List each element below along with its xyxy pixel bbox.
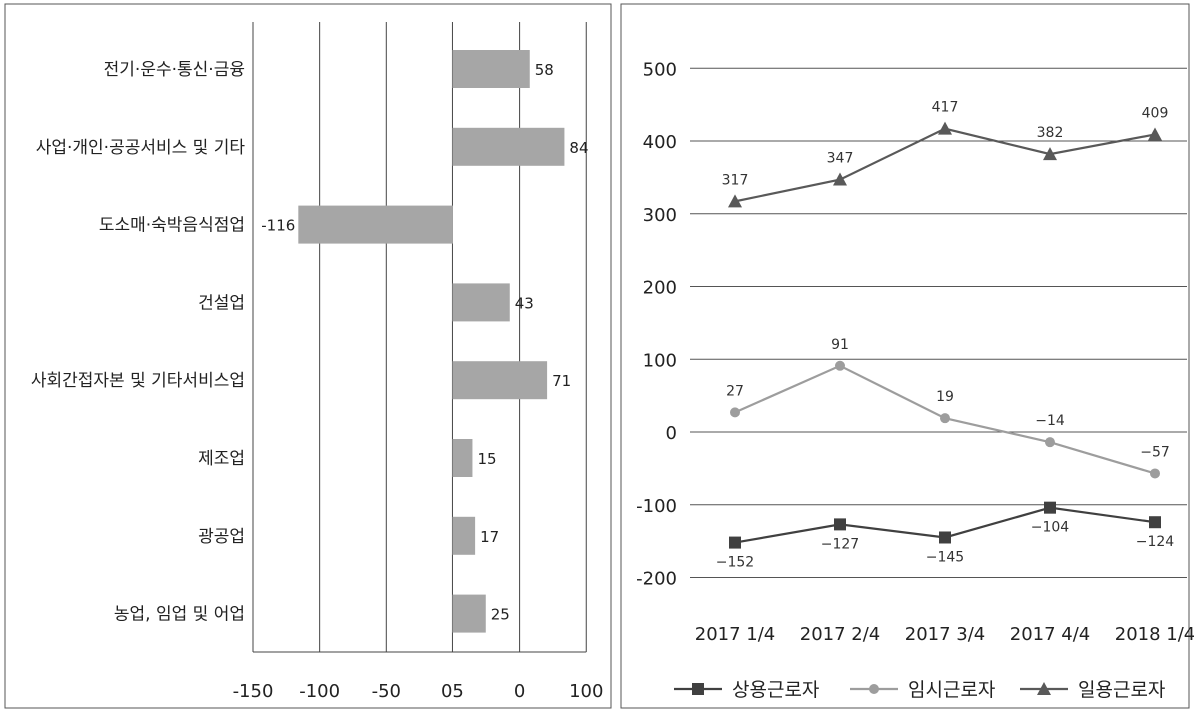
bar-value-label: -116 [261, 217, 295, 235]
data-point [833, 172, 847, 186]
left-panel-frame [4, 3, 612, 709]
bar-x-tick-label: -150 [233, 681, 274, 702]
line-x-tick-label: 2017 3/4 [905, 624, 986, 645]
line-chart-series [728, 121, 1162, 549]
bar [452, 594, 486, 633]
bar [452, 439, 473, 477]
bar [452, 127, 565, 166]
data-point-label: 347 [827, 151, 854, 167]
bar-chart-gridlines [252, 22, 587, 653]
line-x-tick-label: 2018 1/4 [1115, 624, 1194, 645]
data-point-label: −14 [1035, 413, 1065, 429]
bar-category-label: 사업·개인·공공서비스 및 기타 [36, 138, 246, 158]
bar-category-label: 전기·운수·통신·금융 [104, 60, 245, 80]
data-point-label: −57 [1140, 444, 1170, 460]
line-y-tick-label: 400 [643, 132, 677, 153]
legend-label: 일용근로자 [1078, 679, 1165, 701]
line-y-tick-label: 0 [666, 423, 677, 444]
legend-label: 상용근로자 [732, 679, 819, 701]
data-point [1043, 147, 1057, 161]
bar [452, 50, 530, 88]
data-point [940, 413, 950, 424]
bar-value-label: 43 [515, 294, 534, 312]
line-x-tick-label: 2017 4/4 [1010, 624, 1091, 645]
line-y-tick-label: 200 [643, 278, 677, 299]
bar [452, 516, 476, 555]
bar-x-tick-label: 05 [441, 681, 464, 702]
bar [298, 205, 453, 244]
data-point-label: 91 [831, 337, 849, 353]
data-point-label: −127 [821, 536, 859, 552]
bar-x-tick-label: 0 [514, 681, 525, 702]
data-point [1149, 516, 1161, 529]
line-y-tick-label: -200 [636, 569, 677, 590]
line-chart-legend: 상용근로자 임시근로자 일용근로자 [674, 679, 1165, 701]
data-point-label: 19 [936, 389, 954, 405]
data-point-label: 27 [726, 383, 744, 399]
bar-value-label: 58 [535, 61, 554, 79]
line-chart-gridlines [690, 67, 1187, 578]
data-point-label: 409 [1142, 105, 1169, 121]
line-y-tick-label: -100 [636, 496, 677, 517]
legend-marker [692, 683, 704, 695]
line-y-tick-label: 300 [643, 205, 677, 226]
bar-value-label: 15 [477, 450, 496, 468]
bar-chart-labels: -150 -100 -50 05 0 100 전기·운수·통신·금융 58 사업·개인·공공서비… [31, 60, 604, 702]
bar-value-label: 84 [569, 139, 588, 157]
data-point [1150, 468, 1160, 479]
line-y-tick-label: 500 [643, 59, 677, 80]
bar-category-label: 제조업 [198, 449, 245, 469]
data-point-label: 317 [722, 172, 749, 188]
bar-chart-bars [298, 50, 565, 633]
data-point [1148, 127, 1162, 141]
series-line [734, 127, 1156, 203]
bar-x-tick-label: -50 [372, 681, 401, 702]
right-panel-frame [620, 3, 1190, 709]
legend-marker [869, 684, 879, 694]
data-point [728, 194, 742, 208]
data-point-label: −124 [1136, 534, 1175, 550]
legend-label: 임시근로자 [908, 679, 995, 701]
data-point-label: 382 [1037, 125, 1064, 141]
line-x-tick-label: 2017 1/4 [695, 624, 776, 645]
data-point-label: −152 [716, 555, 754, 571]
bar-value-label: 25 [491, 606, 510, 624]
bar [452, 361, 548, 400]
data-point-label: 417 [932, 100, 959, 116]
data-point [834, 518, 846, 531]
data-point [835, 360, 845, 371]
data-point [1045, 437, 1055, 448]
data-point [938, 121, 952, 135]
bar-category-label: 농업, 임업 및 어업 [114, 605, 245, 625]
data-point [1044, 501, 1056, 514]
bar [452, 283, 510, 322]
bar-category-label: 사회간접자본 및 기타서비스업 [31, 371, 245, 391]
data-point [729, 536, 741, 549]
data-point-label: −145 [926, 549, 964, 565]
bar-value-label: 71 [552, 372, 571, 390]
data-point-label: −104 [1031, 520, 1070, 536]
bar-category-label: 건설업 [198, 293, 245, 313]
legend-marker [1037, 682, 1051, 695]
bar-value-label: 17 [480, 528, 499, 546]
data-point [939, 531, 951, 544]
data-point [730, 407, 740, 418]
line-chart-labels: 500 400 300 200 100 0 -100 -200 2017 1/4 2017 2/4… [636, 59, 1194, 645]
line-x-tick-label: 2017 2/4 [800, 624, 881, 645]
bar-category-label: 도소매·숙박음식점업 [99, 216, 245, 236]
bar-x-tick-label: 100 [569, 681, 603, 702]
bar-x-tick-label: -100 [299, 681, 340, 702]
line-y-tick-label: 100 [643, 350, 677, 371]
bar-category-label: 광공업 [198, 527, 245, 547]
